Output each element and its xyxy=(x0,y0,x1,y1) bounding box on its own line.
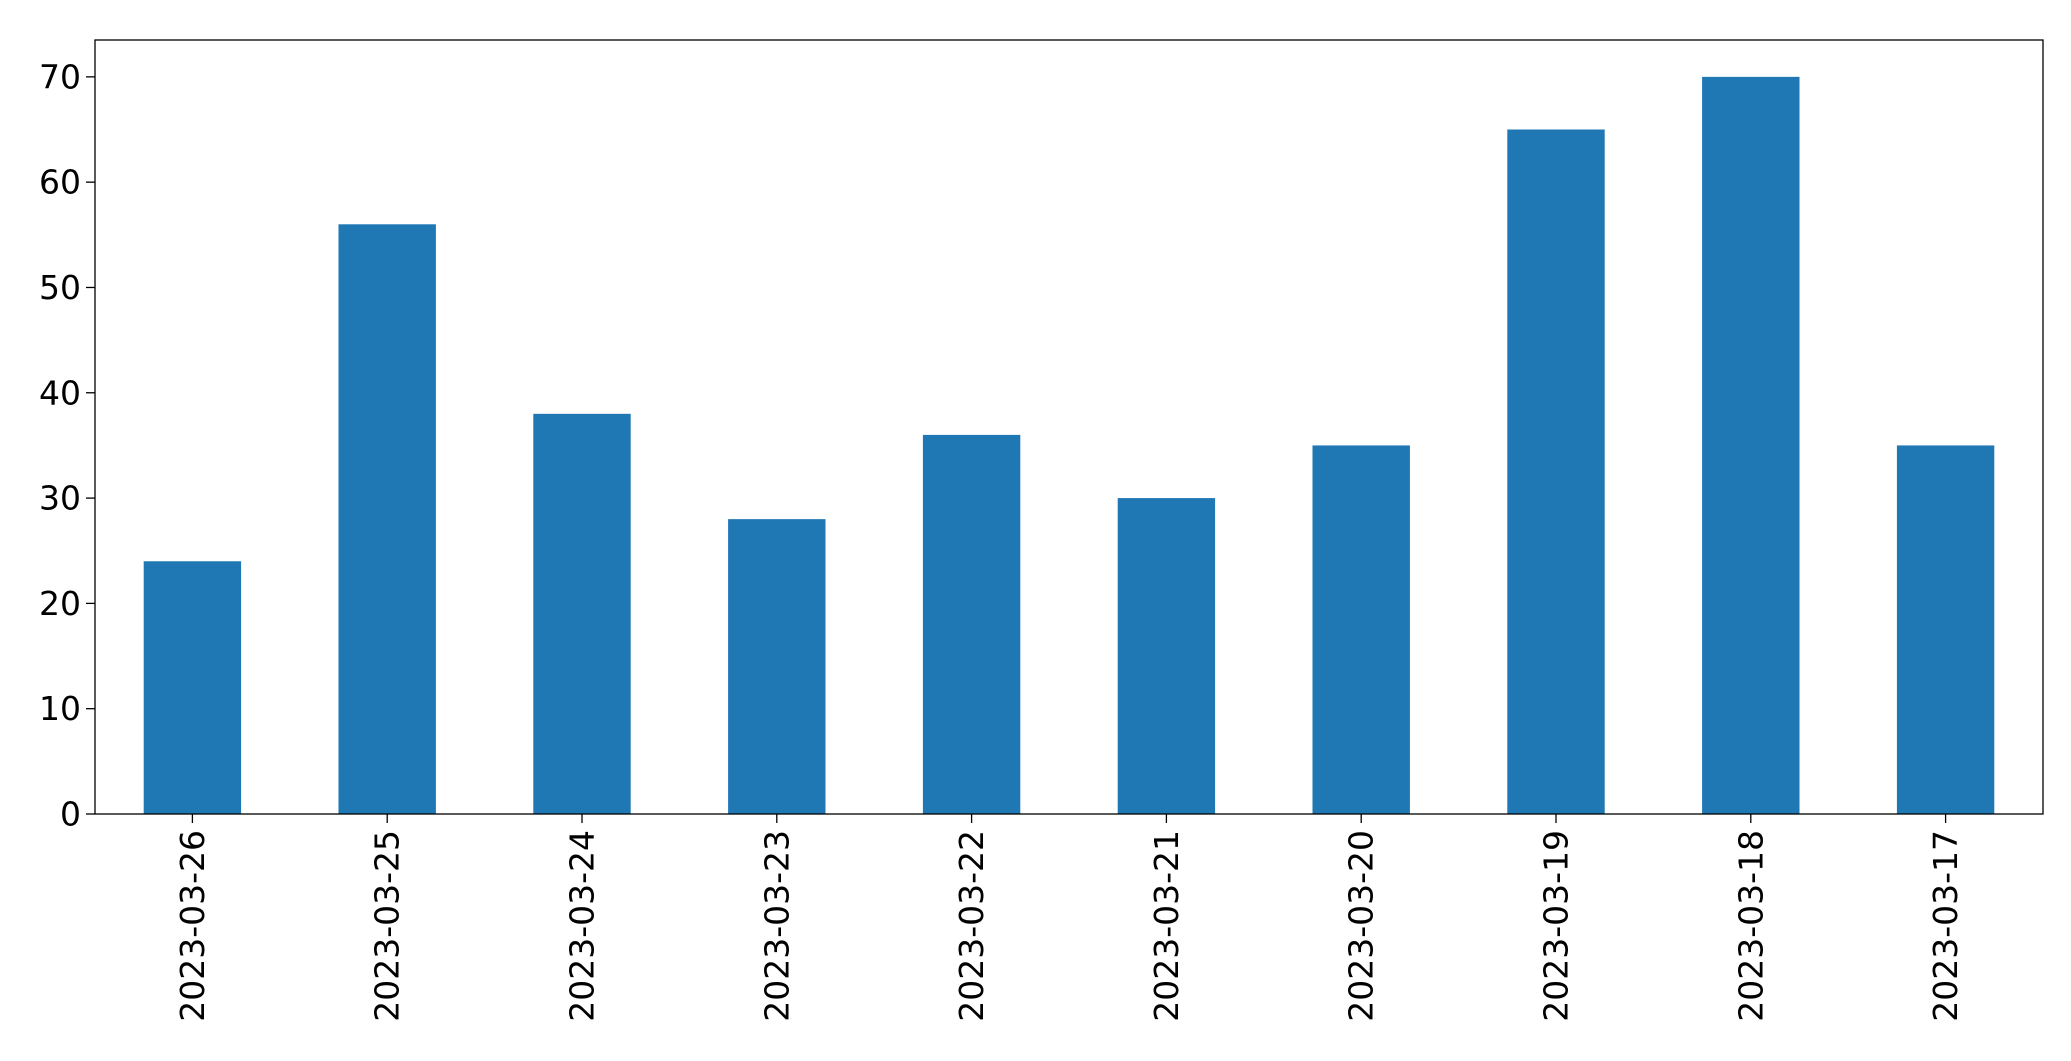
bar-2023-03-17 xyxy=(1896,445,1995,814)
x-tick-label: 2023-03-26 xyxy=(173,830,212,1022)
y-tick-label: 20 xyxy=(39,584,81,623)
bar-2023-03-18 xyxy=(1702,76,1800,815)
bar-2023-03-24 xyxy=(533,413,631,814)
bar-2023-03-21 xyxy=(1117,498,1216,814)
bars-group xyxy=(143,76,1995,815)
bar-2023-03-26 xyxy=(143,561,242,814)
x-tick-label: 2023-03-23 xyxy=(757,830,796,1022)
bar-2023-03-20 xyxy=(1312,445,1410,814)
y-tick-label: 60 xyxy=(39,163,81,202)
y-tick-label: 0 xyxy=(60,795,81,834)
y-axis: 0 10 20 30 40 50 60 70 xyxy=(39,57,95,834)
x-axis: 2023-03-26 2023-03-25 2023-03-24 2023-03-23… xyxy=(173,814,1965,1022)
bar-2023-03-23 xyxy=(728,519,826,814)
plot-frame xyxy=(94,39,2044,815)
x-tick-label: 2023-03-25 xyxy=(368,830,407,1022)
x-tick-label: 2023-03-17 xyxy=(1926,830,1965,1022)
x-tick-label: 2023-03-20 xyxy=(1342,830,1381,1022)
bar-2023-03-19 xyxy=(1507,129,1605,815)
bar-2023-03-22 xyxy=(922,434,1021,814)
x-tick-label: 2023-03-22 xyxy=(952,830,991,1022)
x-tick-label: 2023-03-21 xyxy=(1147,830,1186,1022)
y-tick-label: 50 xyxy=(39,268,81,307)
y-tick-label: 30 xyxy=(39,479,81,518)
y-tick-label: 70 xyxy=(39,57,81,96)
y-tick-label: 40 xyxy=(39,373,81,412)
x-tick-label: 2023-03-24 xyxy=(563,830,602,1022)
x-tick-label: 2023-03-18 xyxy=(1731,830,1770,1022)
bar-2023-03-25 xyxy=(338,224,436,815)
y-tick-label: 10 xyxy=(39,689,81,728)
x-tick-label: 2023-03-19 xyxy=(1537,830,1576,1022)
